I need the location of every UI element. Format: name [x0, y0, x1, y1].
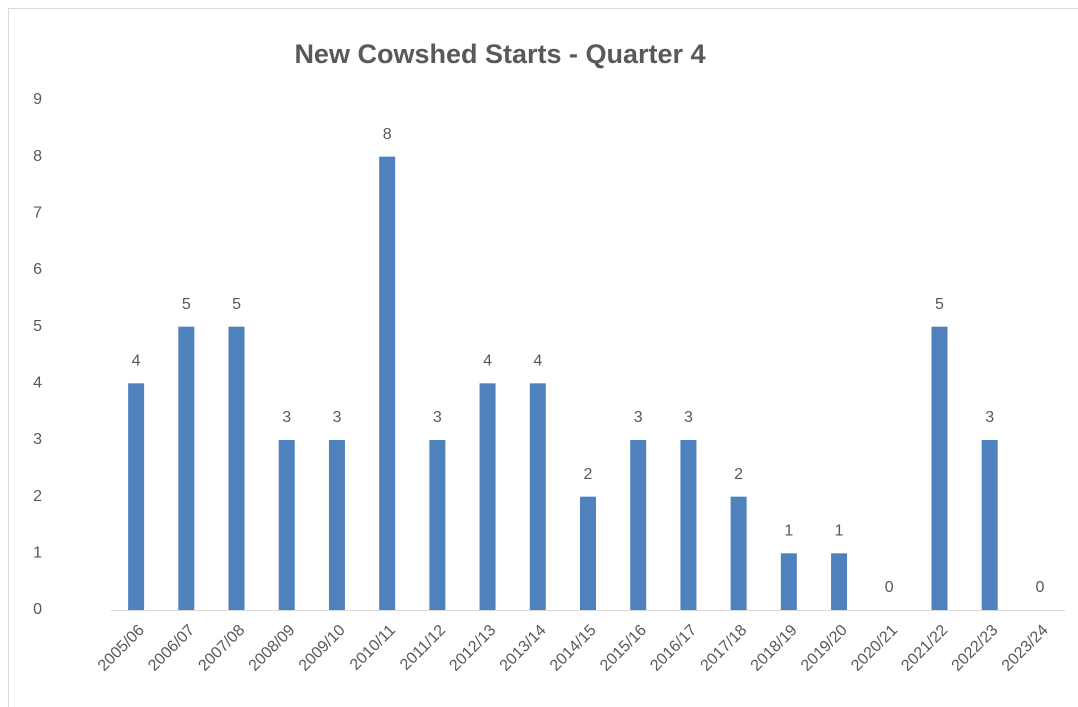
x-tick-label: 2020/21 — [848, 622, 901, 675]
x-tick-label: 2015/16 — [597, 622, 650, 675]
x-tick-label: 2007/08 — [195, 622, 248, 675]
bar — [328, 440, 345, 610]
chart-border — [8, 8, 1078, 707]
y-tick-label: 7 — [33, 205, 42, 222]
bar — [429, 440, 446, 610]
y-tick-label: 5 — [33, 318, 42, 335]
bar — [931, 326, 948, 610]
x-tick-label: 2010/11 — [347, 622, 399, 674]
x-tick-label: 2022/23 — [949, 622, 1002, 675]
data-label: 4 — [483, 353, 492, 370]
data-label: 5 — [182, 296, 191, 313]
bar — [379, 156, 396, 610]
data-label: 2 — [584, 466, 593, 483]
x-tick-label: 2006/07 — [145, 622, 198, 675]
bar — [178, 326, 195, 610]
x-tick-label: 2014/15 — [547, 622, 600, 675]
bar — [580, 496, 596, 610]
data-label: 4 — [132, 353, 141, 370]
x-tick-label: 2021/22 — [898, 622, 951, 675]
bar — [479, 383, 496, 610]
data-label: 1 — [835, 523, 844, 540]
x-tick-label: 2009/10 — [296, 622, 349, 675]
bar — [128, 383, 145, 610]
data-label: 8 — [383, 126, 392, 143]
data-label: 0 — [885, 579, 894, 596]
x-tick-label: 2005/06 — [95, 622, 148, 675]
data-label: 5 — [232, 296, 241, 313]
x-tick-label: 2019/20 — [798, 622, 851, 675]
x-tick-label: 2008/09 — [246, 622, 299, 675]
y-tick-label: 9 — [33, 91, 42, 108]
data-label: 3 — [433, 409, 442, 426]
data-label: 0 — [1035, 579, 1044, 596]
x-tick-label: 2016/17 — [647, 622, 700, 675]
data-label: 5 — [935, 296, 944, 313]
data-label: 3 — [634, 409, 643, 426]
bar — [981, 440, 998, 610]
y-tick-label: 4 — [33, 375, 42, 392]
data-label: 3 — [684, 409, 693, 426]
bar — [680, 440, 697, 610]
data-label: 1 — [784, 523, 793, 540]
data-label: 3 — [332, 409, 341, 426]
chart-title: New Cowshed Starts - Quarter 4 — [294, 39, 705, 69]
bar — [228, 326, 245, 610]
data-label: 3 — [985, 409, 994, 426]
x-tick-label: 2023/24 — [999, 622, 1052, 675]
x-tick-label: 2018/19 — [748, 622, 801, 675]
y-tick-label: 8 — [33, 148, 42, 165]
x-tick-label: 2013/14 — [497, 622, 550, 675]
y-tick-label: 1 — [33, 545, 42, 562]
bar — [780, 553, 797, 610]
bar — [278, 440, 295, 610]
bar — [831, 553, 848, 610]
x-tick-label: 2011/12 — [397, 622, 449, 674]
bar — [730, 496, 747, 610]
bar — [529, 383, 546, 610]
x-tick-label: 2017/18 — [698, 622, 751, 675]
data-label: 3 — [282, 409, 291, 426]
x-tick-label: 2012/13 — [446, 622, 499, 675]
data-label: 4 — [533, 353, 542, 370]
y-tick-label: 6 — [33, 261, 42, 278]
bar — [630, 440, 647, 610]
data-label: 2 — [734, 466, 743, 483]
y-tick-label: 0 — [33, 601, 42, 618]
y-tick-label: 3 — [33, 431, 42, 448]
y-tick-label: 2 — [33, 488, 42, 505]
